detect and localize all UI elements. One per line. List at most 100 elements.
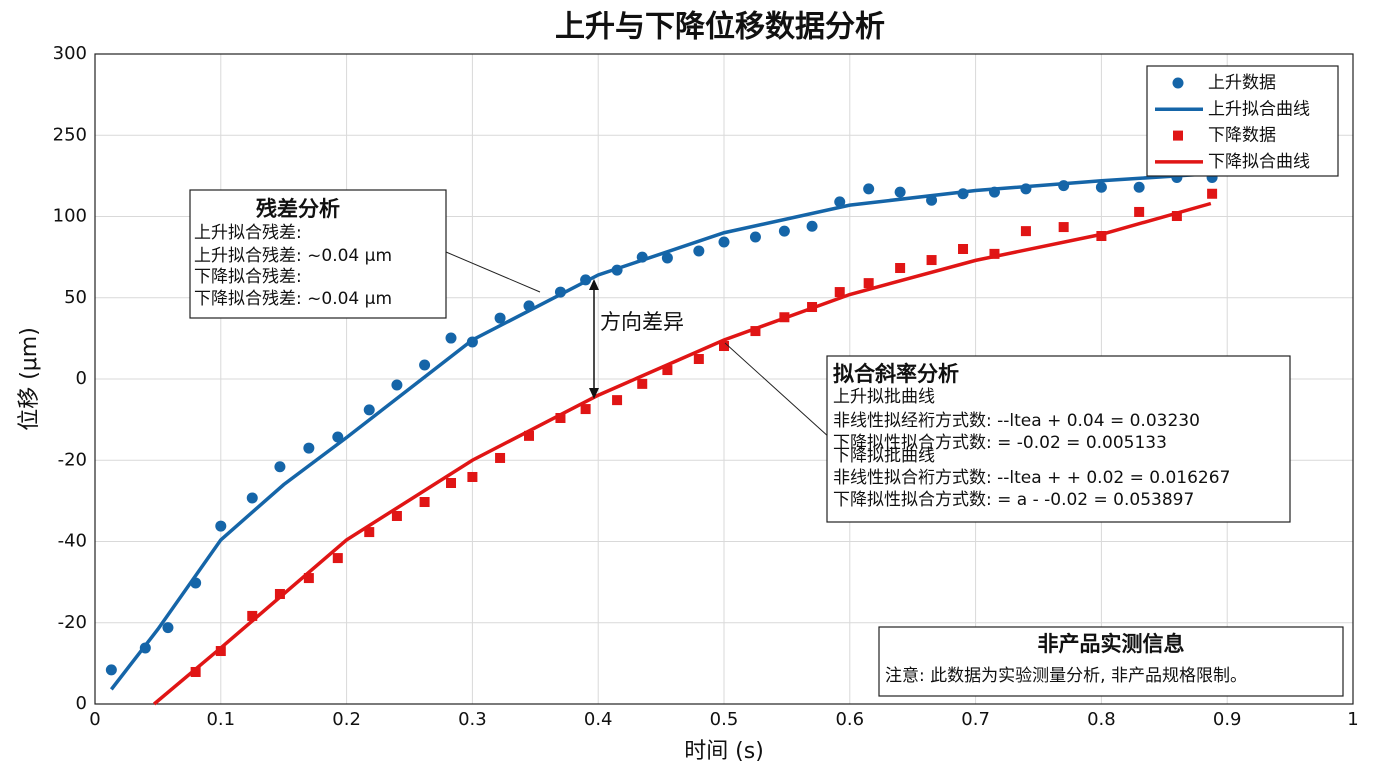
point [274,588,285,599]
x-tick-label: 0.7 [961,709,990,730]
point [580,404,591,415]
plot-area [105,170,1228,706]
info-box [878,626,1344,697]
point [303,442,315,454]
y-tick-label: 300 [53,43,87,64]
point [190,666,201,677]
point [446,478,457,488]
point [1095,181,1107,193]
point [778,225,790,237]
point [1207,188,1218,199]
point [863,278,874,289]
point [274,461,286,473]
point [637,378,648,389]
point [693,354,704,365]
legend-swatch [1172,77,1184,89]
y-tick-label: -20 [58,449,87,470]
x-axis-label: 时间 (s) [684,739,764,764]
annotation-line: 下降拟批曲线 [833,446,935,466]
axes-frame [94,53,1354,705]
arrow-label: 方向差异 [600,310,684,334]
chart-title: 上升与下降位移数据分析 [555,10,885,45]
point [419,497,430,508]
annotation-line: 非线性拟合裄方式数: --ltea + + 0.02 = 0.016267 [833,468,1230,488]
legend-label: 上升拟合曲线 [1208,99,1310,119]
annotation-line: 非线性拟经裄方式数: --ltea + 0.04 = 0.03230 [833,411,1200,431]
x-tick-label: 0.4 [584,709,613,730]
point [1171,211,1182,222]
point [958,244,969,254]
residual-title: 残差分析 [256,197,340,221]
annotation-line: 上升拟合残差: [194,223,302,243]
point [246,492,258,504]
x-tick-label: 0.6 [835,709,864,730]
fit-line [109,170,1228,691]
leader-line [724,342,831,439]
point [105,664,117,676]
x-tick-label: 0.3 [458,709,487,730]
point [834,287,845,298]
point [662,365,673,376]
point [215,520,227,532]
point [215,646,226,657]
point [363,404,375,416]
point [555,413,566,423]
point [391,510,402,521]
point [247,610,258,621]
point [750,326,761,337]
annotation-line: 上升拟批曲线 [833,387,935,407]
annotation-line: 下降拟性拟合方式数: = a - -0.02 = 0.053897 [833,490,1194,510]
point [718,236,730,248]
point [419,359,431,371]
legend-label: 下降拟合曲线 [1208,152,1310,172]
point [693,245,705,257]
point [1058,222,1069,233]
y-tick-label: -40 [58,531,87,552]
x-tick-label: 0.2 [332,709,361,730]
point [332,553,343,564]
annotation-line: 下降拟合残差: [194,267,302,287]
slope-box [826,355,1291,523]
point [162,622,174,634]
x-tick-label: 1 [1347,709,1358,730]
point [391,379,403,391]
point [989,248,1000,259]
point [863,183,875,195]
point [303,573,314,584]
y-tick-label: 0 [76,368,87,389]
fit-line [152,201,1212,706]
point [1134,206,1145,217]
y-tick-label: 100 [53,206,87,227]
point [612,395,623,406]
legend-label: 下降数据 [1208,126,1276,146]
point [926,255,937,266]
y-axis-label: 位移 (μm) [17,327,42,431]
point [749,231,761,243]
point [1133,181,1145,193]
info-title: 非产品实测信息 [1038,632,1185,656]
point [332,431,344,443]
x-tick-label: 0.1 [206,709,235,730]
legend-swatch [1173,130,1183,141]
y-tick-label: -20 [58,612,87,633]
point [834,196,846,208]
point [495,452,506,463]
x-tick-label: 0.9 [1213,709,1242,730]
legend-label: 上升数据 [1208,73,1276,93]
y-tick-label: 0 [76,693,87,714]
annotation-line: 上升拟合残差: ~0.04 μm [194,246,392,266]
point [719,341,729,352]
annotation-line: 下降拟合残差: ~0.04 μm [194,289,392,309]
point [1020,226,1031,237]
x-tick-label: 0 [89,709,100,730]
info-note: 注意: 此数据为实验测量分析, 非产品规格限制。 [885,666,1247,686]
point [806,220,818,232]
point [661,252,673,264]
x-tick-label: 0.8 [1087,709,1116,730]
point [494,312,506,324]
y-tick-label: 250 [53,124,87,145]
point [524,430,535,441]
